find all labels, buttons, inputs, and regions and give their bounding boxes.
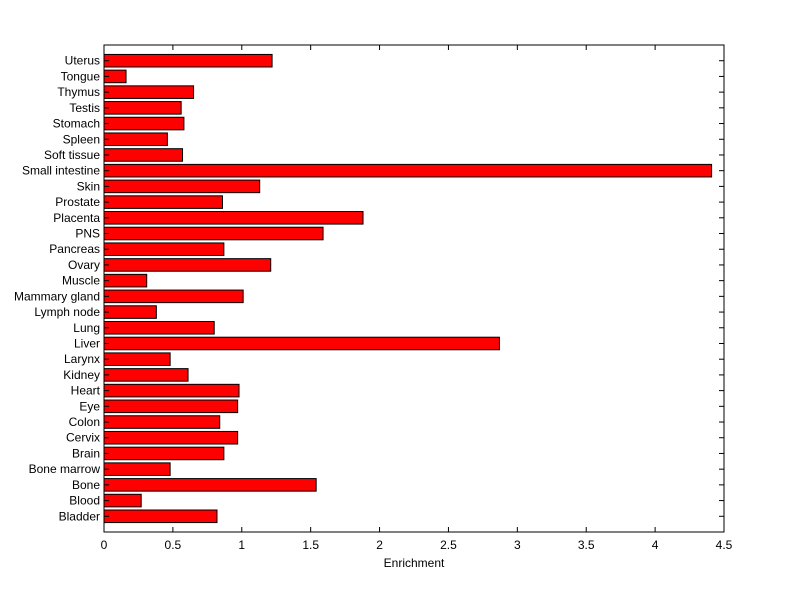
y-tick-label: Mammary gland <box>14 289 100 303</box>
y-tick-label: Liver <box>74 336 100 350</box>
y-tick-label: Uterus <box>65 54 100 68</box>
bar-lung <box>103 320 215 335</box>
bar-blood <box>103 493 142 508</box>
plot-frame <box>103 44 725 533</box>
y-tick-label: Muscle <box>62 274 100 288</box>
y-tick-label: Small intestine <box>22 164 100 178</box>
y-tick-label: Testis <box>69 101 100 115</box>
y-tick-label: Cervix <box>66 431 100 445</box>
bar-stomach <box>103 116 185 131</box>
x-axis: 0 0.5 1 1.5 2 2.5 3 3.5 4 4.5 <box>101 45 733 552</box>
bar-heart <box>103 383 240 398</box>
bar-pancreas <box>103 242 225 257</box>
y-tick-label: Bone marrow <box>29 462 101 476</box>
y-tick-label: Ovary <box>68 258 100 272</box>
y-tick-label: Thymus <box>57 85 100 99</box>
bar-mammary-gland <box>103 289 244 304</box>
bar-testis <box>103 101 182 115</box>
bar-kidney <box>103 368 189 382</box>
y-tick-label: Prostate <box>55 195 100 209</box>
y-tick-label: Lung <box>73 321 100 335</box>
y-tick-label: Lymph node <box>34 305 100 319</box>
y-tick-label: Kidney <box>63 368 100 382</box>
y-tick-label: Tongue <box>61 69 101 83</box>
y-tick-label: Eye <box>79 399 100 413</box>
x-tick-label: 0.5 <box>165 538 182 552</box>
y-tick-label: Skin <box>77 179 100 193</box>
x-tick-label: 1 <box>238 538 245 552</box>
bar-liver <box>103 336 500 351</box>
y-tick-label: Bone <box>72 478 100 492</box>
bar-colon <box>103 415 221 429</box>
y-tick-label: Placenta <box>53 211 100 225</box>
y-tick-label: Larynx <box>64 352 100 366</box>
bar-cervix <box>103 430 239 445</box>
bar-soft-tissue <box>103 148 184 162</box>
y-tick-label: Colon <box>69 415 100 429</box>
y-tick-label: Brain <box>72 446 100 460</box>
x-tick-label: 0 <box>101 538 108 552</box>
bar-larynx <box>103 352 171 366</box>
y-tick-label: PNS <box>75 227 100 241</box>
y-tick-label: Blood <box>69 494 100 508</box>
bar-brain <box>103 446 225 461</box>
bar-uterus <box>103 53 273 68</box>
y-tick-label: Bladder <box>59 509 100 523</box>
bar-lymph-node <box>103 305 157 319</box>
x-tick-label: 2 <box>376 538 383 552</box>
bar-small-intestine <box>103 163 713 178</box>
bar-bone <box>103 478 317 492</box>
y-tick-label: Pancreas <box>49 242 100 256</box>
bar-thymus <box>103 85 195 99</box>
bar-bone-marrow <box>103 462 171 476</box>
bar-skin <box>103 179 261 194</box>
x-tick-label: 3.5 <box>578 538 595 552</box>
y-tick-label: Heart <box>71 384 101 398</box>
bar-muscle <box>103 273 148 288</box>
bar-bladder <box>103 509 218 524</box>
bar-spleen <box>103 132 168 147</box>
x-tick-label: 4.5 <box>716 538 733 552</box>
bar-eye <box>103 399 239 414</box>
bar-placenta <box>103 211 364 225</box>
x-tick-label: 4 <box>652 538 659 552</box>
bar-ovary <box>103 258 272 272</box>
y-tick-label: Stomach <box>53 117 100 131</box>
bar-pns <box>103 226 324 241</box>
bar-prostate <box>103 195 223 209</box>
y-tick-label: Spleen <box>63 132 100 146</box>
x-tick-label: 3 <box>514 538 521 552</box>
x-tick-label: 2.5 <box>440 538 457 552</box>
x-axis-label: Enrichment <box>384 556 445 570</box>
x-tick-label: 1.5 <box>302 538 319 552</box>
y-tick-label: Soft tissue <box>44 148 100 162</box>
